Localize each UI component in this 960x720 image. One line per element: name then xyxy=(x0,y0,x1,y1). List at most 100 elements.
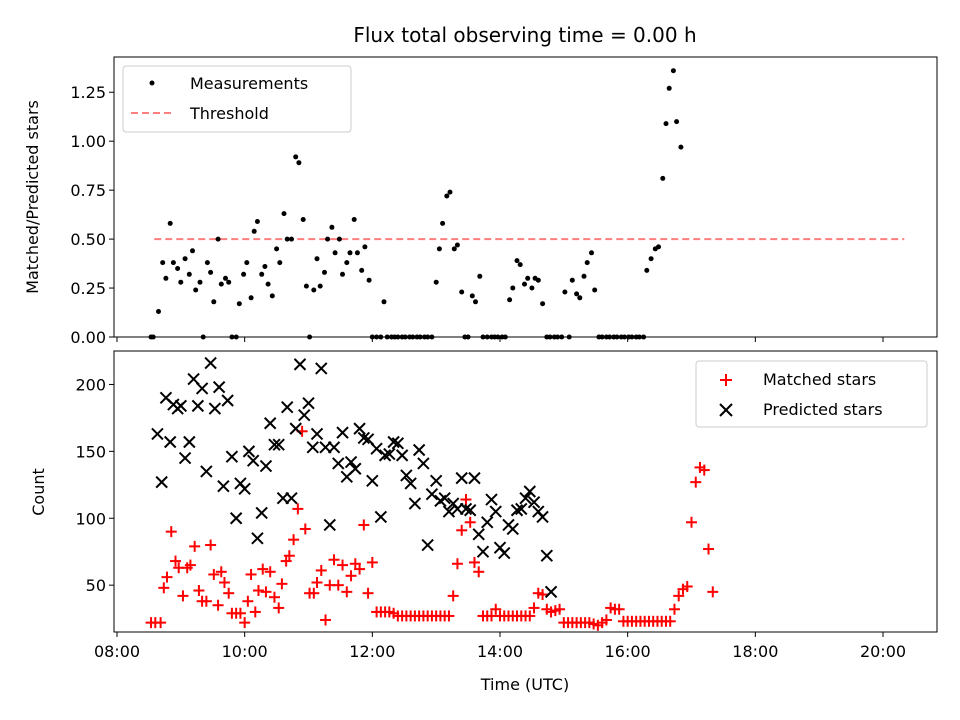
matched-star-point xyxy=(257,563,269,575)
measurement-point xyxy=(223,275,228,281)
predicted-star-point xyxy=(315,362,328,375)
measurement-point xyxy=(535,277,541,283)
matched-star-point xyxy=(690,476,702,488)
top-y-tick-label: 0.00 xyxy=(70,328,106,347)
matched-star-point xyxy=(613,603,625,615)
top-chart-panel: 0.00 0.25 0.50 0.75 1.00 1.25 Flux total obse… xyxy=(23,23,938,347)
measurement-point xyxy=(293,154,299,160)
top-y-tick-label: 0.25 xyxy=(70,279,106,298)
predicted-star-point xyxy=(374,510,388,524)
matched-star-point xyxy=(158,582,170,594)
legend-matched-label: Matched stars xyxy=(763,370,876,389)
measurement-point xyxy=(167,220,173,226)
matched-star-point xyxy=(218,576,230,588)
measurement-point xyxy=(366,277,372,283)
matched-star-point xyxy=(707,586,719,598)
predicted-star-point xyxy=(429,474,443,488)
measurement-point xyxy=(204,260,210,266)
legend-threshold-label: Threshold xyxy=(189,104,269,123)
predicted-star-point xyxy=(323,518,336,532)
predicted-star-point xyxy=(395,449,409,462)
matched-star-point xyxy=(184,559,196,571)
measurement-point xyxy=(190,248,195,254)
top-chart-frame xyxy=(113,56,938,338)
matched-star-point xyxy=(223,587,235,599)
predicted-star-point xyxy=(272,438,285,451)
measurement-point xyxy=(265,281,271,287)
measurement-point xyxy=(451,246,457,252)
bottom-y-tick-label: 50 xyxy=(86,576,106,595)
measurement-point xyxy=(289,236,294,242)
predicted-star-point xyxy=(544,585,558,599)
measurement-point xyxy=(670,68,676,74)
predicted-star-point xyxy=(481,516,494,529)
predicted-star-point xyxy=(464,504,477,517)
measurement-point xyxy=(211,299,217,305)
matched-star-point xyxy=(288,534,300,546)
matched-star-point xyxy=(283,550,295,562)
measurement-point xyxy=(254,219,260,224)
measurement-point xyxy=(170,260,176,266)
matched-star-point xyxy=(308,587,320,599)
matched-star-point xyxy=(332,579,344,591)
predicted-star-point xyxy=(357,431,371,445)
predicted-star-point xyxy=(212,380,226,394)
predicted-star-point xyxy=(327,441,341,454)
measurement-point xyxy=(574,291,580,297)
measurement-point xyxy=(186,271,192,277)
predicted-star-point xyxy=(336,426,349,439)
measurement-point xyxy=(562,289,568,295)
predicted-star-point xyxy=(293,358,307,371)
predicted-star-point xyxy=(370,442,383,455)
predicted-star-point xyxy=(387,435,400,449)
measurement-point xyxy=(440,220,446,226)
bottom-y-tick-label: 200 xyxy=(75,375,106,394)
predicted-star-point xyxy=(455,471,468,485)
predicted-star-point xyxy=(349,462,362,475)
measurement-point xyxy=(569,277,575,283)
bottom-y-tick-label: 150 xyxy=(75,442,106,461)
matched-star-point xyxy=(212,599,224,611)
bottom-x-tick-label: 16:00 xyxy=(605,642,651,661)
predicted-star-point xyxy=(259,459,273,473)
measurement-point xyxy=(459,289,465,295)
matched-star-point xyxy=(681,581,693,593)
predicted-star-point xyxy=(217,479,230,493)
measurement-point xyxy=(251,228,257,234)
predicted-star-point xyxy=(519,491,532,505)
predicted-star-point xyxy=(523,485,536,498)
matched-star-point xyxy=(537,589,549,601)
predicted-star-point xyxy=(485,493,498,506)
predicted-star-point xyxy=(200,465,213,478)
predicted-star-point xyxy=(174,399,188,413)
matched-star-point xyxy=(354,563,366,575)
predicted-star-point xyxy=(459,502,473,516)
predicted-star-point xyxy=(263,417,277,430)
matched-star-point xyxy=(252,585,264,597)
matched-star-point xyxy=(292,503,304,515)
measurement-point xyxy=(160,260,166,266)
matched-star-point xyxy=(358,519,370,531)
measurement-point xyxy=(540,301,546,307)
measurement-point xyxy=(447,189,453,195)
predicted-star-point xyxy=(178,451,192,465)
matched-star-point xyxy=(686,516,697,528)
measurement-point xyxy=(325,236,331,242)
predicted-star-point xyxy=(302,396,315,410)
measurement-point xyxy=(178,279,184,285)
measurement-point xyxy=(156,309,161,314)
predicted-star-point xyxy=(536,510,549,524)
matched-star-point xyxy=(215,566,227,578)
measurement-point xyxy=(477,273,483,279)
predicted-star-point xyxy=(208,402,222,415)
measurement-point xyxy=(584,260,590,266)
measurement-point xyxy=(529,285,535,291)
measurement-point xyxy=(454,242,460,248)
measurement-point xyxy=(510,285,516,291)
matched-star-point xyxy=(528,602,540,614)
measurement-point xyxy=(347,250,353,256)
matched-star-point xyxy=(460,494,472,506)
predicted-star-point xyxy=(281,400,294,414)
bottom-x-tick-label: 10:00 xyxy=(222,642,268,661)
measurement-point xyxy=(248,295,254,301)
